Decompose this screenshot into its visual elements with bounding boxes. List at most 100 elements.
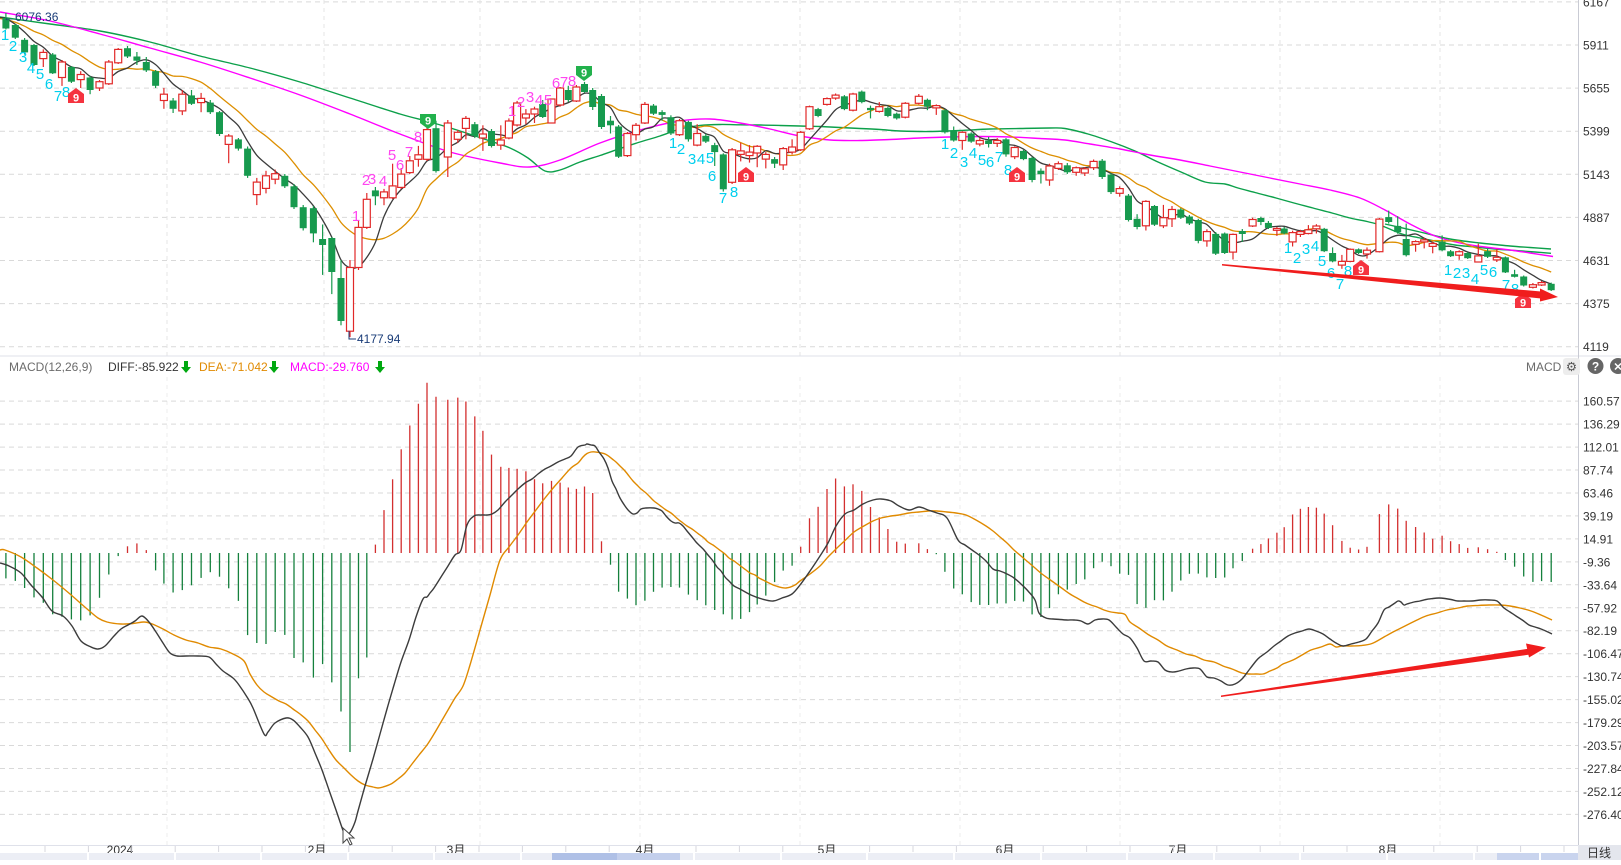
svg-text:-227.84: -227.84 — [1583, 762, 1621, 776]
svg-text:1: 1 — [352, 208, 360, 225]
svg-text:7: 7 — [560, 74, 568, 91]
svg-text:6: 6 — [986, 154, 994, 171]
svg-text:4887: 4887 — [1583, 211, 1610, 225]
svg-text:9: 9 — [581, 68, 587, 80]
svg-text:7: 7 — [995, 149, 1003, 166]
svg-text:4: 4 — [697, 151, 705, 168]
svg-text:2: 2 — [362, 172, 370, 189]
svg-text:87.74: 87.74 — [1583, 464, 1613, 478]
svg-text:MACD: MACD — [1526, 360, 1562, 374]
svg-text:2: 2 — [677, 141, 685, 158]
svg-text:6167: 6167 — [1583, 0, 1610, 9]
svg-text:4375: 4375 — [1583, 297, 1610, 311]
svg-text:-82.19: -82.19 — [1583, 624, 1617, 638]
svg-text:4: 4 — [969, 145, 977, 162]
svg-text:3: 3 — [526, 89, 534, 106]
svg-text:5143: 5143 — [1583, 168, 1610, 182]
svg-text:-33.64: -33.64 — [1583, 578, 1617, 592]
svg-text:3: 3 — [1462, 265, 1470, 282]
svg-text:←6076.36: ←6076.36 — [3, 10, 59, 24]
svg-text:4177.94: 4177.94 — [357, 332, 401, 346]
svg-text:3: 3 — [1302, 241, 1310, 258]
svg-text:8: 8 — [568, 73, 576, 90]
svg-text:5: 5 — [544, 92, 552, 109]
svg-text:2: 2 — [950, 145, 958, 162]
svg-text:-9.36: -9.36 — [1583, 555, 1611, 569]
svg-text:7: 7 — [1336, 276, 1344, 293]
svg-text:9: 9 — [1358, 265, 1364, 277]
svg-text:160.57: 160.57 — [1583, 395, 1620, 409]
svg-text:2: 2 — [1293, 250, 1301, 267]
svg-text:-57.92: -57.92 — [1583, 601, 1617, 615]
svg-text:-276.40: -276.40 — [1583, 808, 1621, 822]
svg-text:63.46: 63.46 — [1583, 487, 1613, 501]
svg-text:8: 8 — [414, 129, 422, 146]
svg-text:136.29: 136.29 — [1583, 418, 1620, 432]
svg-text:?: ? — [1592, 360, 1599, 374]
svg-text:-252.12: -252.12 — [1583, 785, 1621, 799]
svg-text:日线: 日线 — [1587, 846, 1611, 860]
svg-text:4: 4 — [535, 92, 543, 109]
svg-text:1: 1 — [1, 27, 9, 44]
svg-text:5: 5 — [36, 66, 44, 83]
svg-text:8: 8 — [730, 184, 738, 201]
svg-text:3: 3 — [960, 154, 968, 171]
svg-text:3: 3 — [368, 171, 376, 188]
svg-text:14.91: 14.91 — [1583, 532, 1613, 546]
svg-text:1: 1 — [669, 135, 677, 152]
svg-text:⚙: ⚙ — [1566, 360, 1577, 374]
svg-text:1: 1 — [1284, 240, 1292, 257]
svg-text:4119: 4119 — [1583, 340, 1609, 354]
svg-text:2: 2 — [9, 38, 17, 55]
svg-text:-155.02: -155.02 — [1583, 693, 1621, 707]
svg-text:8: 8 — [62, 84, 70, 101]
svg-text:39.19: 39.19 — [1583, 509, 1613, 523]
svg-text:7: 7 — [719, 190, 727, 207]
svg-text:5: 5 — [388, 147, 396, 164]
svg-text:5911: 5911 — [1583, 39, 1609, 53]
svg-text:3: 3 — [19, 49, 27, 66]
svg-text:8: 8 — [1344, 263, 1352, 280]
svg-text:MACD(12,26,9): MACD(12,26,9) — [9, 360, 92, 374]
svg-text:2: 2 — [1453, 265, 1461, 282]
svg-text:1: 1 — [508, 103, 516, 120]
svg-text:9: 9 — [1520, 298, 1526, 310]
svg-text:MACD:-29.760: MACD:-29.760 — [290, 360, 370, 374]
svg-text:9: 9 — [425, 116, 431, 128]
svg-text:112.01: 112.01 — [1583, 441, 1619, 455]
svg-text:4: 4 — [379, 173, 387, 190]
svg-text:5: 5 — [1480, 262, 1488, 279]
svg-text:6: 6 — [396, 157, 404, 174]
svg-text:9: 9 — [743, 172, 749, 184]
svg-text:9: 9 — [1014, 172, 1020, 184]
svg-text:6: 6 — [708, 168, 716, 185]
svg-text:-130.74: -130.74 — [1583, 670, 1621, 684]
svg-text:2: 2 — [517, 94, 525, 111]
svg-text:-179.29: -179.29 — [1583, 716, 1621, 730]
svg-text:8: 8 — [1004, 162, 1012, 179]
svg-text:DIFF:-85.922: DIFF:-85.922 — [108, 360, 179, 374]
svg-text:4: 4 — [1471, 271, 1479, 288]
svg-text:6: 6 — [1489, 264, 1497, 281]
svg-text:5: 5 — [706, 150, 714, 167]
svg-text:9: 9 — [73, 93, 79, 105]
svg-text:5655: 5655 — [1583, 82, 1610, 96]
svg-text:-203.57: -203.57 — [1583, 739, 1621, 753]
svg-text:4: 4 — [1311, 238, 1319, 255]
svg-text:4631: 4631 — [1583, 254, 1610, 268]
svg-text:3: 3 — [688, 151, 696, 168]
svg-text:6: 6 — [45, 76, 53, 93]
svg-text:-106.47: -106.47 — [1583, 647, 1621, 661]
svg-text:7: 7 — [54, 88, 62, 105]
svg-text:7: 7 — [405, 144, 413, 161]
svg-text:✕: ✕ — [1613, 362, 1621, 374]
svg-text:5: 5 — [1318, 253, 1326, 270]
svg-text:4: 4 — [27, 60, 35, 77]
svg-text:5: 5 — [978, 152, 986, 169]
svg-text:1: 1 — [1444, 262, 1452, 279]
svg-text:6: 6 — [552, 75, 560, 92]
svg-text:5399: 5399 — [1583, 125, 1610, 139]
svg-text:1: 1 — [941, 136, 949, 153]
svg-text:DEA:-71.042: DEA:-71.042 — [199, 360, 268, 374]
svg-text:7: 7 — [1502, 277, 1510, 294]
